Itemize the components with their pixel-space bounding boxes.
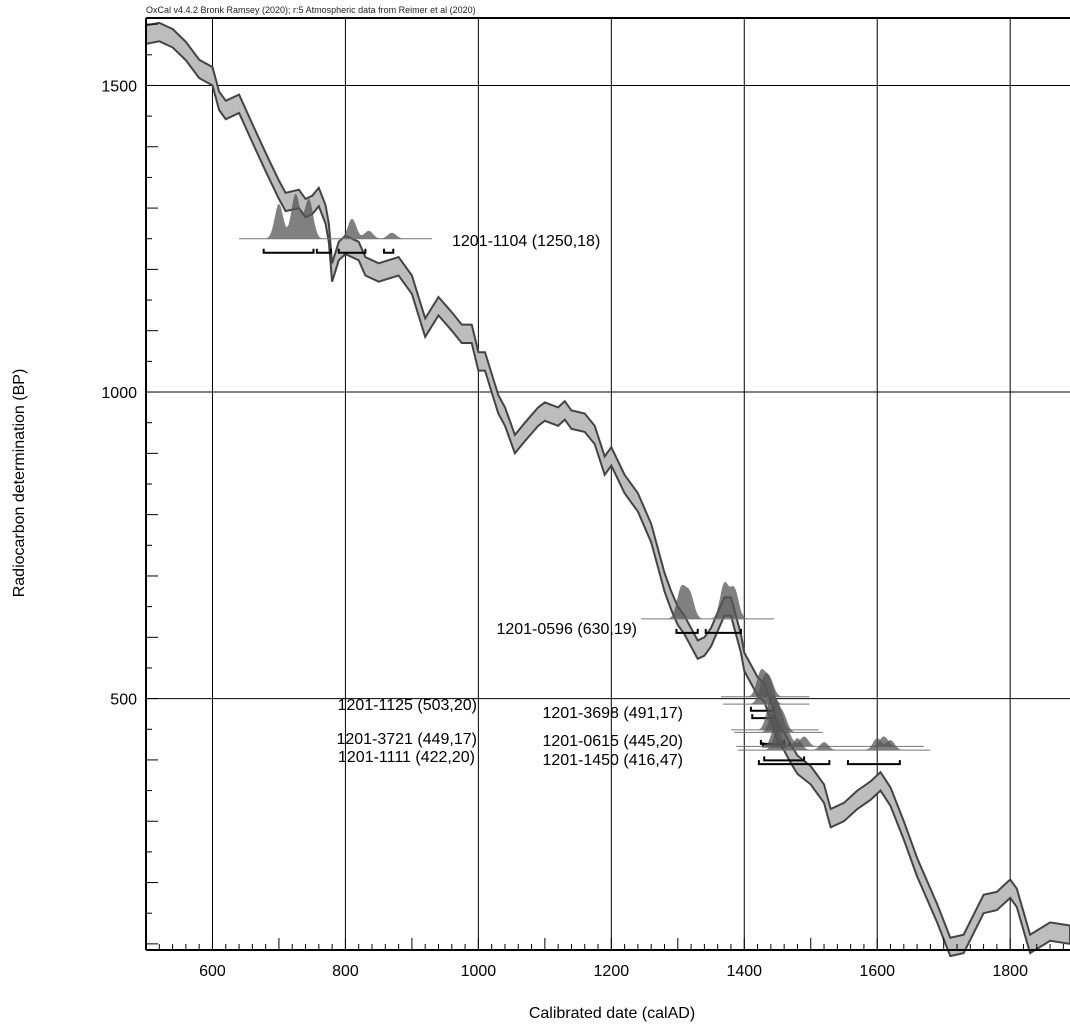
y-tick-label: 1000 xyxy=(101,385,137,402)
sample-0 xyxy=(239,193,432,254)
sample-label: 1201-0596 (630,19) xyxy=(496,621,637,638)
x-tick-label: 600 xyxy=(199,963,226,980)
x-tick-label: 1600 xyxy=(859,963,895,980)
range-bracket xyxy=(704,628,742,634)
range-bracket xyxy=(757,760,831,766)
range-bracket xyxy=(337,248,367,254)
sample-label: 1201-1125 (503,20) xyxy=(338,697,477,714)
x-tick-label: 1200 xyxy=(594,963,630,980)
range-bracket xyxy=(382,248,395,254)
probability-distribution xyxy=(736,721,924,747)
range-bracket xyxy=(675,628,699,634)
probability-distribution xyxy=(641,581,775,619)
grid-lines xyxy=(146,18,1070,950)
x-tick-label: 1400 xyxy=(726,963,762,980)
sample-1 xyxy=(641,581,775,634)
probability-distribution xyxy=(723,673,810,705)
sample-7 xyxy=(737,730,931,766)
y-tick-label: 500 xyxy=(110,692,137,709)
calibration-curve xyxy=(145,21,1070,958)
sample-label: 1201-3698 (491,17) xyxy=(542,705,683,722)
calibration-band xyxy=(145,21,1070,958)
range-bracket xyxy=(763,756,806,762)
y-tick-label: 1500 xyxy=(101,78,137,95)
y-axis-label: Radiocarbon determination (BP) xyxy=(11,368,28,598)
x-tick-label: 1800 xyxy=(992,963,1028,980)
sample-label: 1201-1104 (1250,18) xyxy=(452,233,600,250)
x-tick-label: 1000 xyxy=(461,963,497,980)
axes: 600 800 1000 1200 1400 1600 1800 500 1000 1500 xyxy=(101,17,1070,980)
sample-label: 1201-3721 (449,17) xyxy=(336,731,477,748)
probability-distribution xyxy=(734,701,823,733)
x-axis-label: Calibrated date (calAD) xyxy=(528,1005,696,1022)
software-credit: OxCal v4.4.2 Bronk Ramsey (2020); r:5 At… xyxy=(146,5,476,15)
x-tick-label: 800 xyxy=(332,963,359,980)
probability-distribution xyxy=(239,193,432,239)
sample-label: 1201-0615 (445,20) xyxy=(542,733,683,750)
probability-distribution xyxy=(737,730,931,751)
sample-label: 1201-1450 (416,47) xyxy=(542,752,683,769)
range-bracket xyxy=(262,248,315,254)
range-bracket xyxy=(846,760,901,766)
sample-label: 1201-1111 (422,20) xyxy=(338,749,475,766)
range-bracket xyxy=(315,248,332,254)
sample-distributions: 1201-1104 (1250,18) 1201-0596 (630,19) 120… xyxy=(239,193,931,769)
